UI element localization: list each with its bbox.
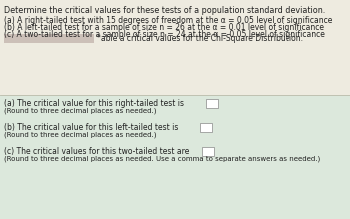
Text: (Round to three decimal places as needed.): (Round to three decimal places as needed…: [4, 131, 156, 138]
Text: (a) A right-tailed test with 15 degrees of freedom at the α = 0.05 level of sign: (a) A right-tailed test with 15 degrees …: [4, 16, 332, 25]
Bar: [0, 0, 350, 95]
Bar: [4, 34, 94, 43]
Text: (Round to three decimal places as needed. Use a comma to separate answers as nee: (Round to three decimal places as needed…: [4, 155, 320, 161]
Text: (Round to three decimal places as needed.): (Round to three decimal places as needed…: [4, 107, 156, 113]
Text: (c) The critical values for this two-tailed test are: (c) The critical values for this two-tai…: [4, 147, 189, 156]
Bar: [200, 123, 212, 132]
Text: (c) A two-tailed test for a sample of size n = 24 at the α = 0.05 level of signi: (c) A two-tailed test for a sample of si…: [4, 30, 325, 39]
Text: (b) A left-tailed test for a sample of size n = 26 at the α = 0.01 level of sign: (b) A left-tailed test for a sample of s…: [4, 23, 324, 32]
Text: Determine the critical values for these tests of a population standard deviation: Determine the critical values for these …: [4, 6, 325, 15]
Text: (a) The critical value for this right-tailed test is: (a) The critical value for this right-ta…: [4, 99, 184, 108]
Bar: [202, 147, 214, 156]
Bar: [0, 95, 350, 219]
Bar: [206, 99, 218, 108]
Text: *able a critical values for the Chi-Square Distribution.: *able a critical values for the Chi-Squa…: [97, 34, 303, 43]
Text: (b) The critical value for this left-tailed test is: (b) The critical value for this left-tai…: [4, 123, 178, 132]
